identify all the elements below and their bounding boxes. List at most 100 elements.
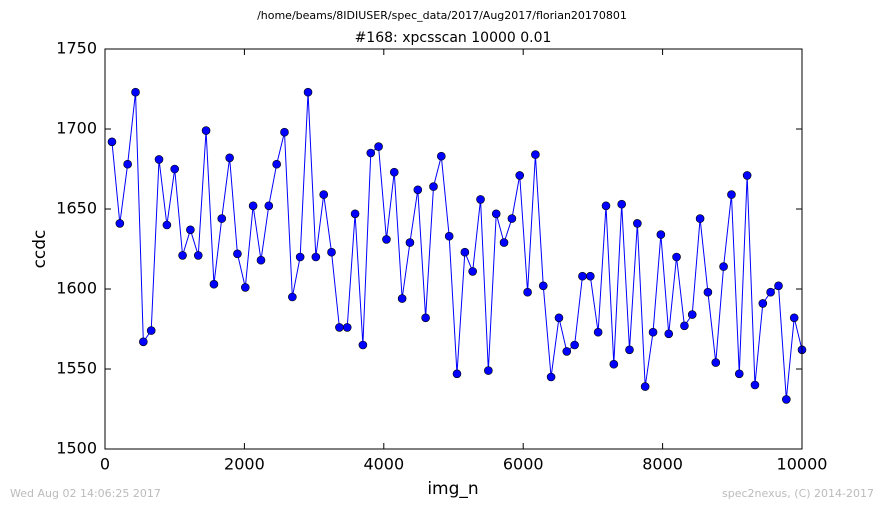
y-tick-label: 1750 (56, 39, 97, 58)
chart-title: #168: xpcsscan 10000 0.01 (355, 30, 552, 46)
x-tick-label: 4000 (363, 455, 404, 474)
data-point (288, 292, 297, 302)
data-point (554, 313, 564, 323)
data-point (421, 313, 430, 323)
x-tick-label: 6000 (503, 455, 544, 474)
data-point (546, 372, 556, 382)
data-point (727, 190, 736, 199)
y-axis-label: ccdc (30, 230, 50, 269)
x-axis-label: img_n (427, 479, 478, 499)
footer-right: spec2nexus, (C) 2014-2017 (722, 487, 874, 500)
data-point (640, 382, 650, 391)
data-point (280, 127, 289, 137)
plot-frame (104, 48, 803, 450)
data-point (319, 190, 329, 199)
data-point (209, 279, 219, 289)
data-point (233, 249, 242, 259)
data-point (656, 230, 666, 239)
data-point (272, 159, 281, 169)
data-point (429, 182, 438, 191)
x-tick-label: 0 (100, 455, 110, 474)
data-point (217, 214, 227, 223)
data-point (719, 262, 728, 271)
data-point (374, 142, 383, 151)
data-point (711, 358, 721, 367)
data-point (648, 327, 658, 337)
data-point (123, 159, 132, 169)
data-point (264, 201, 274, 211)
data-point (241, 283, 250, 292)
data-point (256, 255, 266, 265)
data-point (515, 171, 525, 180)
suptitle: /home/beams/8IDIUSER/spec_data/2017/Aug2… (257, 9, 627, 22)
data-point (303, 87, 313, 97)
footer-left: Wed Aug 02 14:06:25 2017 (10, 487, 161, 500)
data-point (405, 238, 415, 247)
data-point (680, 321, 689, 331)
data-point (617, 199, 626, 209)
data-point (742, 171, 752, 180)
data-point (570, 340, 579, 350)
data-point (342, 323, 352, 332)
data-point (695, 214, 705, 223)
data-point (311, 252, 321, 262)
data-point (154, 155, 164, 164)
data-point (491, 209, 501, 219)
data-point (687, 310, 697, 319)
data-point (507, 214, 517, 223)
data-point (789, 313, 799, 323)
data-point (397, 294, 407, 303)
data-point (774, 281, 783, 291)
data-point (484, 366, 493, 375)
data-point (672, 252, 681, 262)
data-point (562, 347, 572, 356)
data-point (444, 231, 454, 241)
y-tick-label: 1650 (56, 199, 97, 218)
data-point (468, 267, 477, 276)
data-point (452, 369, 462, 379)
data-point (186, 225, 195, 235)
data-point (413, 185, 423, 195)
data-point (766, 287, 775, 297)
data-point (162, 220, 172, 230)
data-point (633, 219, 642, 228)
data-point (366, 148, 376, 158)
data-point (609, 359, 619, 369)
data-point (131, 87, 140, 97)
x-tick-label: 8000 (642, 455, 683, 474)
data-point (115, 219, 125, 228)
y-tick-label: 1600 (56, 279, 97, 298)
data-point (750, 380, 760, 390)
data-point (601, 201, 611, 211)
data-point (460, 247, 470, 257)
data-point (178, 251, 187, 260)
data-point (295, 252, 305, 262)
data-point (201, 126, 211, 135)
data-point (593, 327, 603, 337)
data-point (734, 369, 744, 379)
data-point (758, 299, 768, 308)
data-point (782, 395, 791, 404)
data-point (538, 281, 548, 291)
data-point (327, 247, 336, 257)
data-point (139, 337, 148, 347)
data-point (350, 209, 360, 219)
data-point (193, 251, 203, 260)
data-point (499, 238, 509, 247)
data-point (170, 164, 179, 174)
data-point (107, 137, 117, 147)
x-tick-label: 2000 (224, 455, 265, 474)
data-point (578, 271, 587, 281)
y-tick-label: 1500 (56, 439, 97, 458)
x-tick-label: 10000 (777, 455, 828, 474)
data-point (437, 151, 446, 161)
data-point (625, 345, 634, 355)
y-tick-label: 1550 (56, 359, 97, 378)
y-tick-label: 1700 (56, 119, 97, 138)
data-point (248, 201, 258, 211)
data-point (335, 323, 344, 332)
data-point (523, 287, 532, 297)
data-point (531, 150, 540, 159)
